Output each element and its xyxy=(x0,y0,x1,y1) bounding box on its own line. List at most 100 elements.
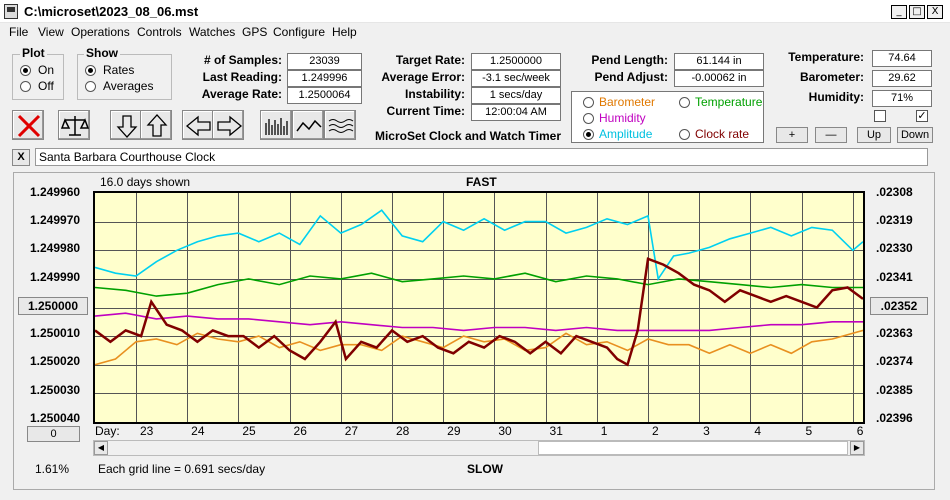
red-x-icon xyxy=(17,114,41,138)
zero-button[interactable]: 0 xyxy=(27,426,80,442)
show-averages-radio[interactable] xyxy=(85,81,96,92)
wave-icon xyxy=(328,119,354,133)
minimize-button[interactable]: _ xyxy=(891,5,907,19)
x-tick-label: 23 xyxy=(139,424,154,438)
y-right-tick: .02374 xyxy=(876,354,913,368)
menu-operations[interactable]: Operations xyxy=(71,25,130,39)
menu-bar: File View Operations Controls Watches GP… xyxy=(0,23,950,42)
days-shown-label: 16.0 days shown xyxy=(100,175,191,189)
average-rate-label: Average Rate: xyxy=(201,87,282,101)
grid-line-horizontal xyxy=(95,336,863,338)
samples-value: 23039 xyxy=(287,53,362,70)
y-right-tick: .02341 xyxy=(876,270,913,284)
wave-view-button[interactable] xyxy=(324,110,356,140)
menu-controls[interactable]: Controls xyxy=(137,25,182,39)
window-title: C:\microset\2023_08_06.mst xyxy=(24,4,199,19)
bar-graph-icon xyxy=(265,118,288,135)
balance-button[interactable] xyxy=(58,110,90,140)
average-rate-value: 1.2500064 xyxy=(287,87,362,104)
overlay-selector xyxy=(571,91,764,143)
menu-help[interactable]: Help xyxy=(332,25,357,39)
series-barometer xyxy=(95,329,863,366)
plot-on-radio[interactable] xyxy=(20,65,31,76)
line-view-button[interactable] xyxy=(292,110,324,140)
y-left-tick: 1.249980 xyxy=(30,241,81,255)
scroll-thumb[interactable] xyxy=(538,441,848,455)
samples-label: # of Samples: xyxy=(203,53,282,67)
plot-area[interactable] xyxy=(93,191,865,424)
show-rates-radio[interactable] xyxy=(85,65,96,76)
y-left-tick: 1.250020 xyxy=(30,354,81,368)
arrow-right-icon xyxy=(217,115,243,137)
title-bar: C:\microset\2023_08_06.mst _ □ X xyxy=(0,0,950,23)
target-rate-value[interactable]: 1.2500000 xyxy=(471,53,561,70)
scroll-left-icon[interactable]: ◀ xyxy=(94,441,108,455)
plot-on-label: On xyxy=(38,63,55,77)
left-arrow-button[interactable] xyxy=(182,110,214,140)
arrow-down-icon xyxy=(116,115,138,138)
overlay-amplitude-radio[interactable] xyxy=(583,129,594,140)
overlay-amplitude-label: Amplitude xyxy=(599,127,653,141)
current-time-label: Current Time: xyxy=(386,104,465,118)
clear-clock-button[interactable]: X xyxy=(12,149,30,166)
menu-view[interactable]: View xyxy=(38,25,64,39)
menu-configure[interactable]: Configure xyxy=(273,25,326,39)
clock-name-field[interactable]: Santa Barbara Courthouse Clock xyxy=(35,148,928,166)
right-scale-button[interactable]: .02352 xyxy=(870,297,928,315)
overlay-temperature-radio[interactable] xyxy=(679,97,690,108)
minus-button[interactable]: — xyxy=(815,127,847,143)
chart-lines xyxy=(95,209,863,367)
menu-watches[interactable]: Watches xyxy=(189,25,236,39)
arrow-up-icon xyxy=(146,114,168,137)
down-arrow-button[interactable] xyxy=(110,110,142,140)
left-checkbox[interactable] xyxy=(874,110,886,122)
maximize-button[interactable]: □ xyxy=(909,5,925,19)
y-left-tick: 1.249990 xyxy=(30,270,81,284)
barometer-label: Barometer: xyxy=(799,70,864,84)
x-axis-label: Day: xyxy=(95,424,120,438)
x-tick-label: 4 xyxy=(754,424,762,438)
right-checkbox[interactable]: ✓ xyxy=(916,110,928,122)
overlay-clock-rate-radio[interactable] xyxy=(679,129,690,140)
app-icon[interactable] xyxy=(4,4,18,19)
plot-off-label: Off xyxy=(38,79,54,93)
instability-value: 1 secs/day xyxy=(471,87,561,104)
center-rate-button[interactable]: 1.250000 xyxy=(18,297,88,315)
y-right-tick: .02363 xyxy=(876,326,913,340)
last-reading-label: Last Reading: xyxy=(202,70,282,84)
y-right-tick: .02319 xyxy=(876,213,913,227)
bars-view-button[interactable] xyxy=(260,110,292,140)
menu-file[interactable]: File xyxy=(9,25,29,39)
show-rates-label: Rates xyxy=(103,63,135,77)
overlay-humidity-radio[interactable] xyxy=(583,113,594,124)
down-button[interactable]: Down xyxy=(897,127,933,143)
plot-off-radio[interactable] xyxy=(20,81,31,92)
line-graph-icon xyxy=(296,119,322,132)
close-button[interactable]: X xyxy=(927,5,943,19)
up-button[interactable]: Up xyxy=(857,127,891,143)
last-reading-value: 1.249996 xyxy=(287,70,362,87)
stop-button[interactable] xyxy=(12,110,44,140)
series-amplitude xyxy=(95,209,863,282)
pend-length-value[interactable]: 61.144 in xyxy=(674,53,764,70)
x-tick-label: 26 xyxy=(293,424,307,438)
plus-button[interactable]: + xyxy=(776,127,808,143)
x-tick-label: 31 xyxy=(549,424,563,438)
x-tick-label: 27 xyxy=(344,424,359,438)
series-temperature xyxy=(95,272,863,297)
current-time-value: 12:00:04 AM xyxy=(471,104,561,121)
scroll-right-icon[interactable]: ▶ xyxy=(850,441,864,455)
percent-label: 1.61% xyxy=(35,462,70,476)
grid-scale-label: Each grid line = 0.691 secs/day xyxy=(98,462,266,476)
up-arrow-button[interactable] xyxy=(140,110,172,140)
average-error-value: -3.1 sec/week xyxy=(471,70,561,87)
right-arrow-button[interactable] xyxy=(212,110,244,140)
time-scrollbar[interactable]: ◀ ▶ xyxy=(93,440,865,456)
x-tick-label: 1 xyxy=(600,424,608,438)
x-tick-label: 29 xyxy=(447,424,461,438)
average-error-label: Average Error: xyxy=(381,70,465,84)
overlay-temperature-label: Temperature xyxy=(695,95,763,109)
overlay-barometer-radio[interactable] xyxy=(583,97,594,108)
menu-gps[interactable]: GPS xyxy=(242,25,268,39)
show-group-legend: Show xyxy=(84,46,120,60)
